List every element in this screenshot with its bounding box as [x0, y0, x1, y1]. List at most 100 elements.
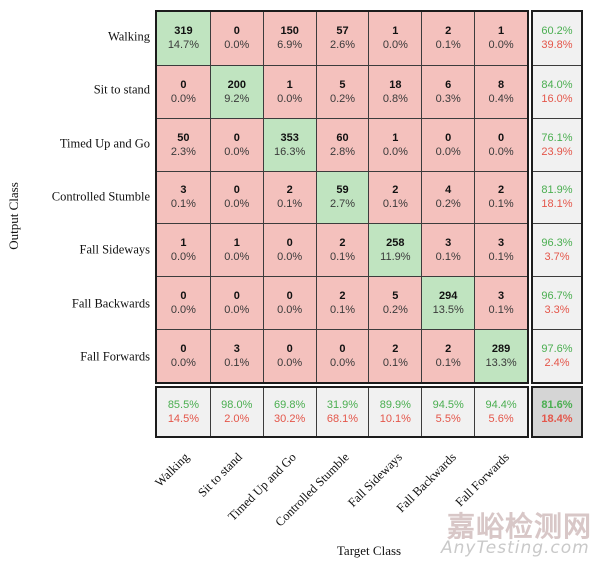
- matrix-cell-count: 319: [174, 25, 193, 38]
- matrix-cell-count: 0: [233, 290, 240, 303]
- matrix-cell-pct: 0.1%: [329, 304, 356, 317]
- matrix-cell-count: 0: [180, 78, 187, 91]
- matrix-cell-pct: 0.0%: [170, 251, 196, 264]
- matrix-cell-count: 0: [180, 343, 187, 356]
- matrix-cell-pct: 0.0%: [382, 39, 408, 52]
- row-summary-cell: 76.1% 23.9%: [533, 117, 581, 171]
- col-summary-cell: 94.4% 5.6%: [474, 388, 527, 436]
- matrix-cell-pct: 0.2%: [382, 304, 408, 317]
- matrix-cell-pct: 0.8%: [382, 92, 408, 105]
- matrix-cell: 1 0.0%: [368, 12, 422, 65]
- matrix-cell-pct: 2.7%: [329, 198, 356, 211]
- matrix-cell-pct: 0.1%: [382, 357, 408, 370]
- matrix-cell: 1 0.0%: [368, 117, 422, 171]
- col-summary-cell: 89.9% 10.1%: [368, 388, 422, 436]
- matrix-cell-pct: 16.3%: [274, 145, 306, 158]
- matrix-cell-count: 3: [498, 290, 505, 303]
- matrix-cell-count: 3: [233, 343, 240, 356]
- matrix-cell-pct: 0.0%: [435, 145, 461, 158]
- matrix-cell-count: 0: [233, 25, 240, 38]
- col-summary-cell-sr: 30.2%: [274, 413, 306, 425]
- y-tick-label: Sit to stand: [93, 82, 150, 97]
- matrix-cell-pct: 11.9%: [380, 251, 411, 264]
- matrix-cell: 2 0.1%: [315, 223, 369, 277]
- matrix-cell-count: 60: [336, 131, 349, 144]
- y-tick-label: Fall Sideways: [79, 242, 150, 257]
- x-axis-title: Target Class: [336, 543, 402, 558]
- watermark-url: AnyTesting.com: [441, 538, 590, 558]
- matrix-cell-pct: 2.8%: [329, 145, 356, 158]
- matrix-cell-pct: 0.0%: [277, 92, 303, 105]
- matrix-cell-count: 4: [445, 184, 452, 197]
- matrix-cell-pct: 0.2%: [329, 92, 356, 105]
- matrix-cell-count: 2: [498, 184, 505, 197]
- matrix-cell: 353 16.3%: [262, 117, 316, 171]
- row-summary-cell-sg: 60.2%: [541, 25, 573, 38]
- row-summary-cell: 96.3% 3.7%: [533, 223, 581, 277]
- matrix-cell-count: 1: [392, 131, 399, 144]
- matrix-cell: 3 0.1%: [209, 329, 263, 382]
- row-summary-cell-sr: 3.7%: [544, 251, 570, 264]
- matrix-cell: 1 0.0%: [157, 223, 210, 277]
- matrix-cell-count: 1: [180, 237, 187, 250]
- y-tick-label: Controlled Stumble: [51, 189, 150, 204]
- col-summary-cell-sg: 69.8%: [274, 399, 306, 411]
- matrix-cell-pct: 0.1%: [277, 198, 303, 211]
- col-summary-cell-sr: 68.1%: [326, 413, 359, 425]
- matrix-cell-pct: 0.1%: [435, 39, 461, 52]
- matrix-cell: 150 6.9%: [262, 12, 316, 65]
- col-summary-cell: 85.5% 14.5%: [157, 388, 210, 436]
- matrix-cell: 59 2.7%: [315, 170, 369, 224]
- matrix-cell-count: 5: [392, 290, 399, 303]
- row-summary-cell-sr: 16.0%: [541, 92, 573, 105]
- col-summary-cell-sr: 2.0%: [224, 413, 250, 425]
- matrix-cell-pct: 0.0%: [224, 304, 250, 317]
- overall-accuracy-cell: 81.6% 18.4%: [533, 388, 581, 436]
- matrix-cell-pct: 0.0%: [224, 39, 250, 52]
- matrix-cell-pct: 0.3%: [435, 92, 461, 105]
- matrix-cell-count: 353: [280, 131, 299, 144]
- matrix-cell: 3 0.1%: [474, 223, 527, 277]
- matrix-cell: 8 0.4%: [474, 64, 527, 118]
- col-summary-cell-sg: 94.5%: [432, 399, 464, 411]
- matrix-cell-pct: 0.0%: [277, 357, 303, 370]
- col-summary-cell-sg: 31.9%: [326, 399, 359, 411]
- matrix-cell: 3 0.1%: [157, 170, 210, 224]
- matrix-cell: 0 0.0%: [262, 276, 316, 330]
- row-summary-cell: 84.0% 16.0%: [533, 64, 581, 118]
- matrix-cell-count: 3: [445, 237, 452, 250]
- matrix-cell-pct: 0.1%: [435, 251, 461, 264]
- matrix-cell-count: 1: [233, 237, 240, 250]
- matrix-cell-count: 18: [389, 78, 402, 91]
- matrix-cell-count: 200: [227, 78, 246, 91]
- matrix-cell-count: 2: [339, 237, 346, 250]
- row-summary-cell-sr: 39.8%: [541, 39, 573, 52]
- matrix-cell: 0 0.0%: [157, 276, 210, 330]
- matrix-cell: 0 0.0%: [262, 329, 316, 382]
- matrix-cell-count: 3: [498, 237, 505, 250]
- matrix-cell-pct: 0.1%: [435, 357, 461, 370]
- matrix-cell-count: 0: [286, 237, 293, 250]
- matrix-cell-pct: 13.5%: [432, 304, 464, 317]
- matrix-cell: 0 0.0%: [157, 329, 210, 382]
- matrix-cell: 57 2.6%: [315, 12, 369, 65]
- matrix-cell: 0 0.0%: [421, 117, 475, 171]
- row-summary-cell-sg: 96.7%: [541, 290, 573, 303]
- row-summary-cell-sg: 81.9%: [541, 184, 573, 197]
- overall-accuracy-cell-sg: 81.6%: [541, 399, 573, 411]
- matrix-cell-count: 0: [498, 131, 505, 144]
- row-summary-cell: 96.7% 3.3%: [533, 276, 581, 330]
- matrix-cell-pct: 0.0%: [329, 357, 356, 370]
- matrix-cell-pct: 0.1%: [224, 357, 250, 370]
- row-summary-cell-sr: 3.3%: [544, 304, 570, 317]
- matrix-cell-pct: 0.4%: [488, 92, 514, 105]
- matrix-cell-pct: 0.0%: [488, 145, 514, 158]
- matrix-cell: 258 11.9%: [368, 223, 422, 277]
- matrix-cell-count: 1: [498, 25, 505, 38]
- matrix-cell: 6 0.3%: [421, 64, 475, 118]
- row-summary-column: 60.2% 39.8% 84.0% 16.0% 76.1% 23.9% 81.9% 18.1%…: [531, 10, 583, 384]
- matrix-cell-pct: 0.1%: [382, 198, 408, 211]
- matrix-cell-pct: 0.0%: [170, 92, 196, 105]
- matrix-cell-pct: 0.0%: [170, 357, 196, 370]
- matrix-cell: 2 0.1%: [262, 170, 316, 224]
